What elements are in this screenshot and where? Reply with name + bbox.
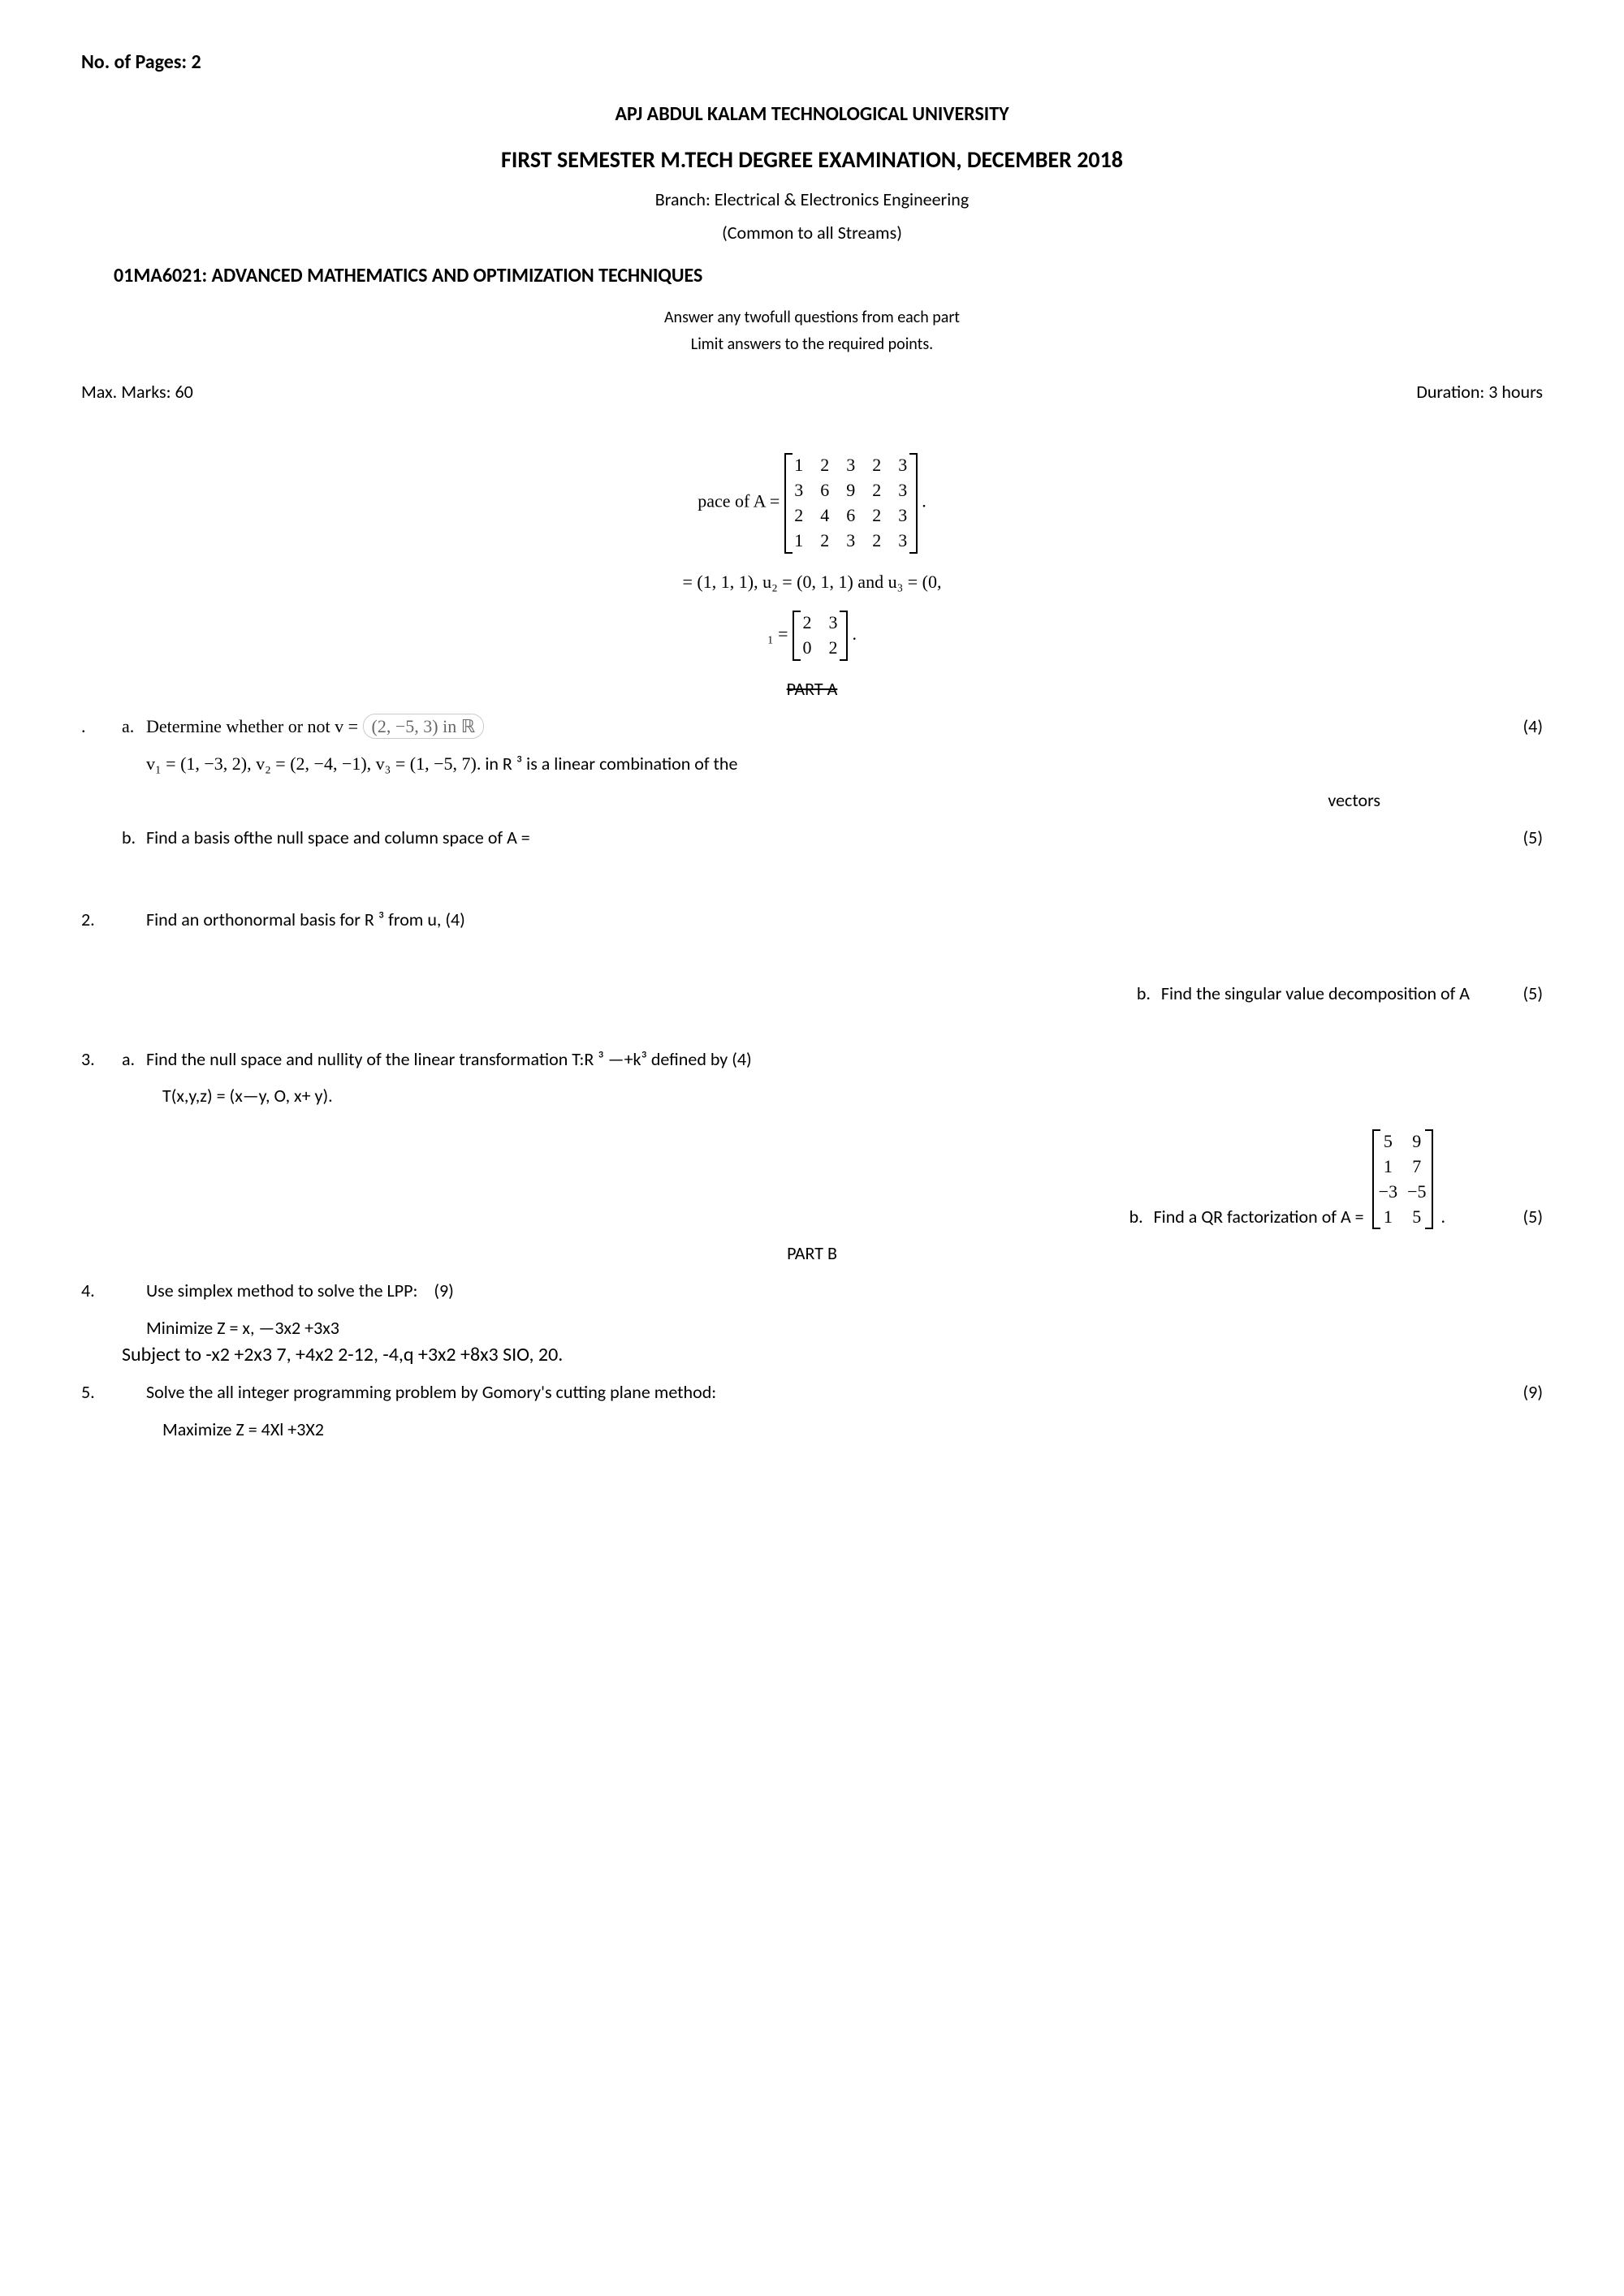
matrix-cell: 3 (843, 453, 859, 478)
matrix-cell: 2 (825, 636, 841, 661)
matrix-cell: 2 (791, 503, 807, 529)
question-1b: b. Find a basis ofthe null space and col… (81, 826, 1543, 851)
matrix-cell: 2 (869, 453, 885, 478)
q-marks: (9) (434, 1280, 454, 1301)
instruction-1: Answer any twofull questions from each p… (81, 306, 1543, 329)
instruction-2: Limit answers to the required points. (81, 333, 1543, 356)
q1-suffix2: vectors (81, 788, 1543, 814)
q4-text: Use simplex method to solve the LPP: (146, 1280, 417, 1301)
university-name: APJ ABDUL KALAM TECHNOLOGICAL UNIVERSITY (81, 101, 1543, 128)
q2b-text: Find the singular value decomposition of… (1161, 982, 1470, 1007)
question-1a: . a. Determine whether or not v = (2, −5… (81, 714, 1543, 740)
q1-vectors: v₁ = (1, −3, 2), v₂ = (2, −4, −1), v₃ = … (146, 753, 481, 774)
matrix-cell: 2 (869, 529, 885, 554)
question-4: 4. Use simplex method to solve the LPP: … (81, 1279, 1543, 1304)
matrix-cell: 2 (799, 611, 815, 636)
matrix-cell: 6 (817, 478, 833, 503)
q-letter: b. (122, 826, 146, 851)
matrix-cell: 3 (791, 478, 807, 503)
question-1a-vectors: v₁ = (1, −3, 2), v₂ = (2, −4, −1), v₃ = … (81, 752, 1543, 777)
branch-name: Branch: Electrical & Electronics Enginee… (81, 188, 1543, 213)
q3a-text: Find the null space and nullity of the l… (146, 1047, 1543, 1072)
matrix-small: 2 3 0 2 (793, 611, 848, 661)
q-number: 4. (81, 1279, 122, 1304)
question-3a: 3. a. Find the null space and nullity of… (81, 1047, 1543, 1072)
q1b-text: Find a basis ofthe null space and column… (146, 826, 1494, 851)
matrix-qr: 5 9 1 7 −3 −5 1 5 (1372, 1129, 1433, 1229)
q-number: 3. (81, 1047, 122, 1072)
matrix-cell: 3 (843, 529, 859, 554)
q-letter: a. (122, 1047, 146, 1072)
q3b-text: Find a QR factorization of A = (1154, 1205, 1364, 1230)
matrix-cell: 4 (817, 503, 833, 529)
part-b-header: PART B (81, 1241, 1543, 1267)
matrix-cell: 0 (799, 636, 815, 661)
q-marks: (9) (1494, 1380, 1543, 1405)
q4-line2: Minimize Z = x, —3x2 +3x3 (146, 1316, 1543, 1341)
page-count: No. of Pages: 2 (81, 49, 1543, 76)
matrix-a: 1 2 3 2 3 3 6 9 2 3 2 4 6 2 3 1 2 3 2 3 (784, 453, 918, 553)
q1-suffix: in R ³ is a linear combination of the (485, 753, 737, 775)
exam-title: FIRST SEMESTER M.TECH DEGREE EXAMINATION… (81, 144, 1543, 175)
matrix-small-label: ₁ = (767, 624, 788, 644)
part-a-header: PART A (81, 677, 1543, 702)
q-number: 5. (81, 1380, 122, 1405)
question-3b: b. Find a QR factorization of A = 5 9 1 … (81, 1129, 1543, 1229)
q-marks: (5) (1494, 826, 1543, 851)
course-code: 01MA6021: ADVANCED MATHEMATICS AND OPTIM… (114, 262, 1543, 290)
q5-line2: Maximize Z = 4Xl +3X2 (162, 1418, 1543, 1443)
q-number: 2. (81, 908, 122, 933)
matrix-cell: 3 (825, 611, 841, 636)
matrix-cell: 1 (791, 529, 807, 554)
matrix-cell: 3 (895, 529, 911, 554)
matrix-cell: 1 (1380, 1205, 1396, 1230)
matrix-cell: −3 (1379, 1180, 1397, 1205)
q-letter: b. (1137, 982, 1161, 1007)
question-2: 2. Find an orthonormal basis for R ³ fro… (81, 908, 1543, 933)
q-letter: b. (1129, 1205, 1154, 1230)
matrix-cell: 2 (869, 478, 885, 503)
vectors-u: = (1, 1, 1), u₂ = (0, 1, 1) and u₃ = (0, (81, 570, 1543, 595)
q3a-text2: T(x,y,z) = (x—y, O, x+ y). (162, 1084, 1543, 1109)
q-marks: (5) (1494, 1205, 1543, 1230)
matrix-cell: 6 (843, 503, 859, 529)
matrix-cell: 3 (895, 478, 911, 503)
matrix-cell: −5 (1407, 1180, 1426, 1205)
question-2b: b. Find the singular value decomposition… (81, 982, 1543, 1007)
q-marks: (5) (1494, 982, 1543, 1007)
matrix-cell: 9 (1409, 1129, 1425, 1154)
q-marks: (4) (1494, 714, 1543, 740)
matrix-cell: 2 (869, 503, 885, 529)
common-note: (Common to all Streams) (81, 221, 1543, 246)
matrix-cell: 1 (1380, 1154, 1396, 1180)
matrix-cell: 9 (843, 478, 859, 503)
matrix-cell: 1 (791, 453, 807, 478)
q-number: . (81, 714, 122, 740)
matrix-cell: 7 (1409, 1154, 1425, 1180)
matrix-cell: 3 (895, 503, 911, 529)
duration: Duration: 3 hours (1416, 380, 1543, 405)
matrix-cell: 2 (817, 529, 833, 554)
matrix-cell: 2 (817, 453, 833, 478)
q5-text: Solve the all integer programming proble… (146, 1380, 1494, 1405)
question-5: 5. Solve the all integer programming pro… (81, 1380, 1543, 1405)
matrix-cell: 3 (895, 453, 911, 478)
max-marks: Max. Marks: 60 (81, 380, 193, 405)
q-letter: a. (122, 714, 146, 740)
matrix-cell: 5 (1380, 1129, 1396, 1154)
matrix-cell: 5 (1409, 1205, 1425, 1230)
q4-line3: Subject to -x2 +2x3 7, +4x2 2-12, -4,q +… (122, 1341, 1543, 1369)
watermark-text: (2, −5, 3) in ℝ (363, 714, 485, 739)
q1a-prefix: Determine whether or not v = (146, 716, 363, 736)
q2-text: Find an orthonormal basis for R ³ from u… (146, 908, 1543, 933)
matrix-a-label: pace of A = (698, 491, 780, 511)
matrix-a-block: pace of A = 1 2 3 2 3 3 6 9 2 3 2 4 6 2 … (81, 453, 1543, 553)
matrix-small-block: ₁ = 2 3 0 2 . (81, 611, 1543, 661)
